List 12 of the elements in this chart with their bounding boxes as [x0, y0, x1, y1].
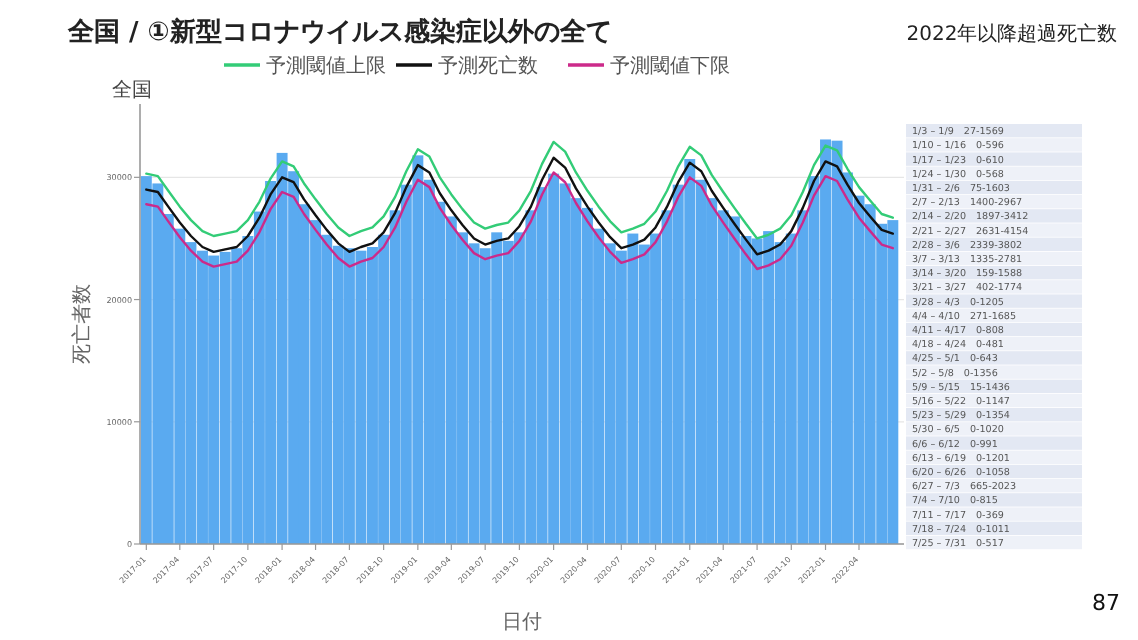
y-axis-title: 死亡者数: [70, 284, 94, 364]
text: 2022年以降超過死亡数: [906, 22, 1118, 46]
legend-label: 予測死亡数: [438, 54, 538, 78]
line-series: [145, 171, 895, 271]
text: 87: [1092, 590, 1120, 616]
legend-label: 予測閾値上限: [266, 54, 386, 78]
line-series: [145, 140, 895, 240]
chart-title: 全国 / ①新型コロナウイルス感染症以外の全て: [66, 16, 612, 48]
text: 全国: [112, 78, 152, 102]
legend-label: 予測閾値下限: [610, 54, 730, 78]
line-series: [145, 156, 895, 256]
x-axis-title: 日付: [502, 612, 542, 634]
